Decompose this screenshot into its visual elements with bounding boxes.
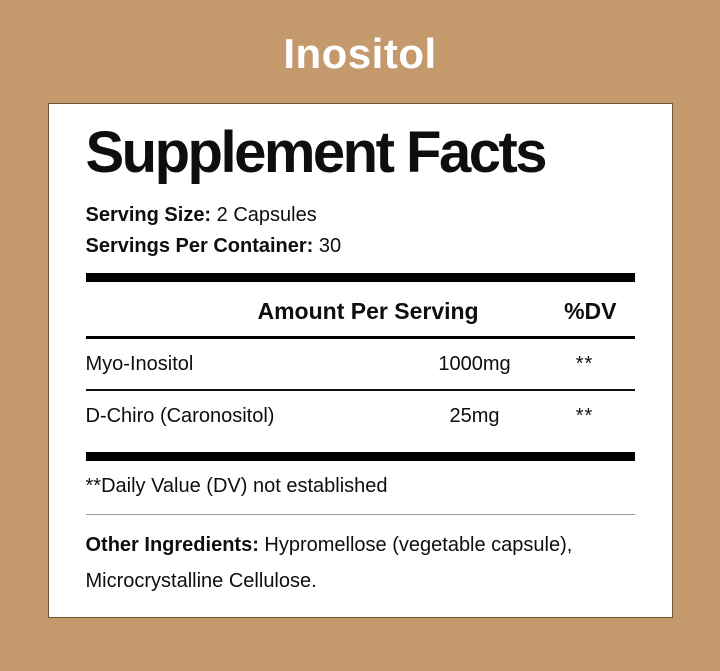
table-row-d-chiro: D-Chiro (Caronositol) 25mg ** — [86, 391, 635, 441]
supplement-facts-heading: Supplement Facts — [85, 120, 548, 185]
serving-size-line: Serving Size: 2 Capsules — [86, 200, 635, 231]
servings-per-container-label: Servings Per Container: — [85, 235, 319, 257]
supplement-facts-panel: Supplement Facts Serving Size: 2 Capsule… — [47, 103, 673, 618]
ingredient-name: D-Chiro (Caronositol) — [85, 405, 275, 427]
table-row-myo-inositol: Myo-Inositol 1000mg ** — [86, 339, 635, 389]
other-ingredients-value: Hypromellose (vegetable capsule), Microc… — [85, 534, 573, 592]
servings-per-container-line: Servings Per Container: 30 — [86, 231, 635, 262]
ingredient-dv: ** — [575, 353, 594, 375]
serving-info: Serving Size: 2 Capsules Servings Per Co… — [86, 200, 635, 262]
ingredient-amount: 25mg — [449, 405, 500, 427]
header-amount-per-serving: Amount Per Serving — [257, 298, 479, 324]
other-ingredients: Other Ingredients: Hypromellose (vegetab… — [86, 515, 635, 599]
header-percent-dv: %DV — [564, 298, 617, 324]
product-title: Inositol — [283, 30, 437, 77]
thick-rule-bottom — [85, 452, 635, 461]
thick-rule-top — [85, 273, 635, 282]
table-header-row: Amount Per Serving %DV — [86, 282, 635, 336]
daily-value-footnote: **Daily Value (DV) not established — [85, 475, 388, 497]
header-rule — [85, 336, 635, 339]
row-rule — [85, 389, 635, 391]
servings-per-container-value: 30 — [318, 235, 342, 257]
ingredient-name: Myo-Inositol — [85, 353, 194, 375]
ingredient-dv: ** — [575, 405, 594, 427]
ingredient-amount: 1000mg — [438, 353, 511, 375]
footnote-rule — [85, 514, 635, 515]
serving-size-label: Serving Size: — [85, 204, 217, 226]
serving-size-value: 2 Capsules — [216, 204, 317, 226]
other-ingredients-label: Other Ingredients: — [85, 534, 265, 556]
